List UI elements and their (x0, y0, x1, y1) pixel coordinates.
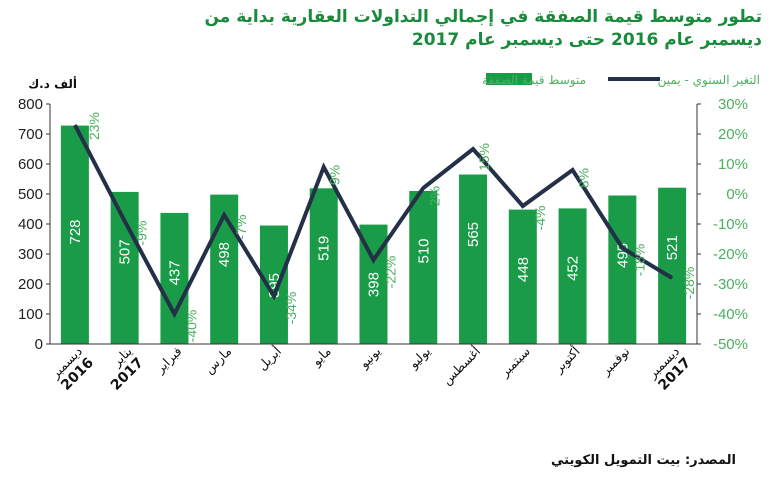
x-category-10: أكتوبر (549, 343, 583, 377)
y-left-tick-label: 700 (18, 126, 43, 143)
x-category-label: أكتوبر (549, 343, 583, 377)
legend-line-label: التغير السنوي - يمين (658, 73, 760, 88)
x-category-label: يوليو (405, 343, 434, 372)
y-right-tick-label: -20% (713, 246, 748, 263)
bar-11 (608, 195, 637, 344)
pct-label-9: -4% (532, 206, 548, 231)
y-left-tick-label: 800 (18, 96, 43, 113)
bar-5 (309, 188, 338, 344)
y-left-tick-label: 300 (18, 246, 43, 263)
pct-label-12: -28% (681, 267, 697, 300)
y-axis-unit-label: ألف د.ك (28, 76, 77, 91)
bar-9 (508, 209, 537, 344)
y-left-tick-label: 100 (18, 306, 43, 323)
bar-value-label-5: 519 (316, 236, 333, 261)
bar-value-label-12: 521 (664, 235, 681, 260)
x-category-6: يونيو (356, 343, 385, 372)
pct-label-4: -34% (283, 292, 299, 325)
pct-label-11: -18% (631, 244, 647, 277)
y-right-tick-label: 30% (718, 96, 748, 113)
source-note: المصدر: بيت التمويل الكويتي (551, 453, 736, 468)
bar-value-label-1: 507 (117, 239, 134, 264)
bar-value-label-9: 448 (515, 257, 532, 282)
pct-label-8: 15% (476, 143, 492, 171)
bar-7 (409, 191, 438, 344)
bar-value-label-7: 510 (415, 238, 432, 263)
x-category-label: سبتمبر (496, 344, 533, 381)
bar-10 (558, 208, 587, 344)
y-right-tick-label: 20% (718, 126, 748, 143)
pct-label-5: 9% (327, 165, 343, 185)
x-category-label: أغسطس (438, 343, 484, 389)
x-category-5: مايو (308, 344, 334, 370)
bar-value-label-0: 728 (67, 219, 84, 244)
bar-8 (459, 174, 488, 344)
y-right-tick-label: 0% (726, 186, 748, 203)
x-category-label: يونيو (356, 343, 385, 372)
bar-value-label-3: 498 (216, 242, 233, 267)
bar-value-label-10: 452 (565, 256, 582, 281)
pct-label-7: 2% (426, 186, 442, 206)
bar-value-label-2: 437 (166, 260, 183, 285)
pct-label-6: -22% (383, 256, 399, 289)
x-category-label: فبراير (152, 344, 186, 378)
x-category-9: سبتمبر (496, 344, 533, 381)
pct-label-10: 8% (576, 168, 592, 188)
bar-value-label-8: 565 (465, 222, 482, 247)
x-category-2: فبراير (152, 344, 186, 378)
legend-bar-label: متوسط قيمة الصفقة (482, 73, 586, 88)
bar-2 (160, 212, 189, 344)
pct-label-1: -9% (134, 221, 150, 246)
y-right-tick-label: -40% (713, 306, 748, 323)
x-category-4: أبريل (254, 343, 285, 374)
y-left-tick-label: 0 (35, 336, 43, 353)
bar-value-label-6: 398 (366, 272, 383, 297)
chart-title: تطور متوسط قيمة الصفقة في إجمالي التداول… (204, 7, 762, 50)
y-right-tick-label: -50% (713, 336, 748, 353)
y-right-tick-label: -30% (713, 276, 748, 293)
y-left-tick-label: 500 (18, 186, 43, 203)
bar-12 (658, 187, 687, 344)
x-category-label: أبريل (254, 343, 285, 374)
x-category-8: أغسطس (438, 343, 484, 389)
y-right-tick-label: -10% (713, 216, 748, 233)
y-left-tick-label: 200 (18, 276, 43, 293)
bar-0 (60, 125, 89, 344)
pct-label-0: 23% (86, 112, 102, 140)
pct-label-3: -7% (233, 215, 249, 240)
pct-label-2: -40% (183, 310, 199, 343)
x-category-label: مارس (201, 344, 235, 378)
bar-1 (110, 191, 139, 344)
y-left-tick-label: 600 (18, 156, 43, 173)
bar-3 (210, 194, 239, 344)
x-category-7: يوليو (405, 343, 434, 372)
bar-4 (259, 225, 288, 344)
y-right-tick-label: 10% (718, 156, 748, 173)
y-left-tick-label: 400 (18, 216, 43, 233)
x-category-label: نوفمبر (597, 344, 633, 380)
legend-bar-swatch (486, 73, 532, 85)
x-category-3: مارس (201, 344, 235, 378)
x-category-label: مايو (308, 344, 334, 370)
x-category-11: نوفمبر (597, 344, 633, 380)
line-series-annual-change (73, 124, 674, 319)
